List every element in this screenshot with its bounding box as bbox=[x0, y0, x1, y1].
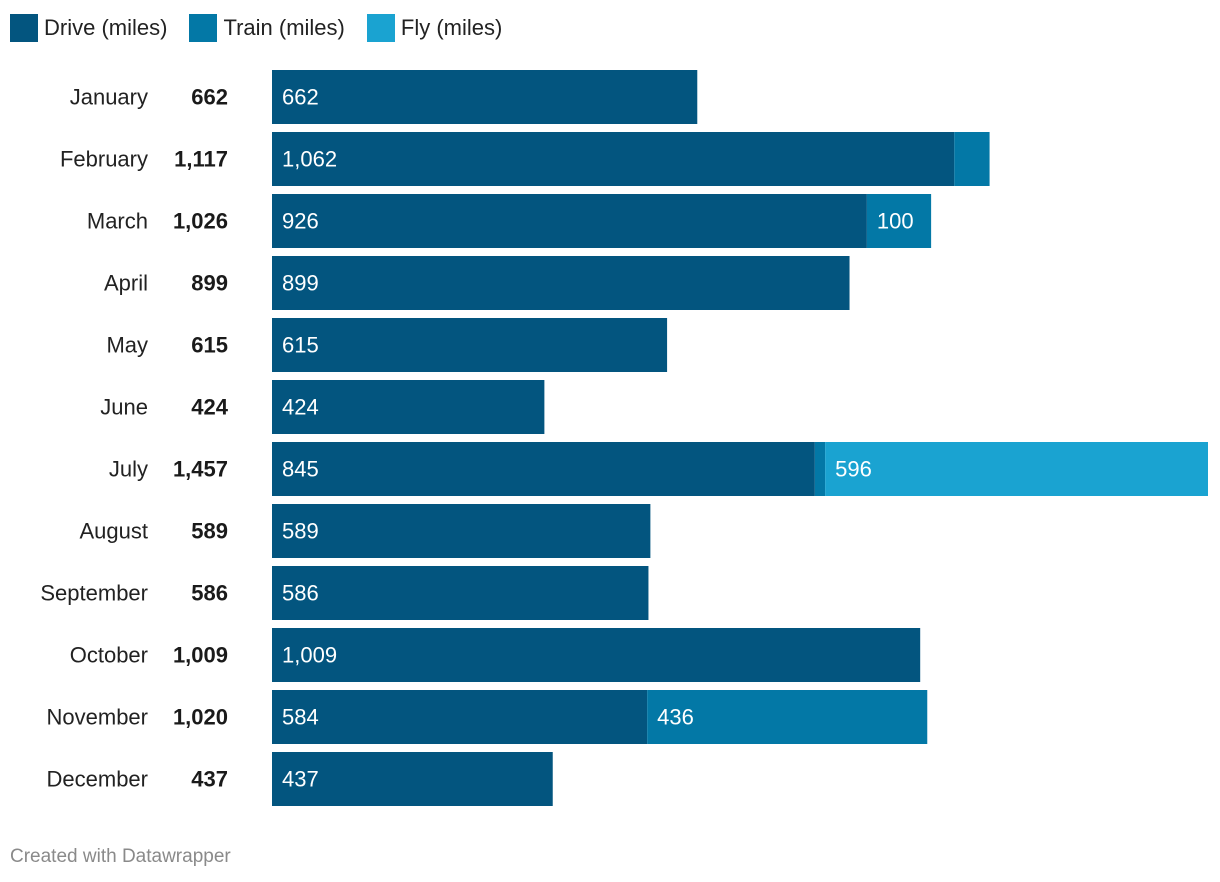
total-label-september: 586 bbox=[191, 581, 228, 606]
bar-value-label-drive-april: 899 bbox=[282, 271, 319, 296]
bar-drive-december bbox=[272, 752, 553, 806]
legend-swatch-drive bbox=[10, 14, 38, 42]
total-label-june: 424 bbox=[191, 395, 228, 420]
legend-item-fly: Fly (miles) bbox=[366, 14, 503, 42]
total-label-july: 1,457 bbox=[173, 457, 228, 482]
category-label-november: November bbox=[47, 705, 148, 730]
bar-value-label-drive-may: 615 bbox=[282, 333, 319, 358]
legend-item-drive: Drive (miles) bbox=[10, 14, 167, 42]
bar-value-label-drive-december: 437 bbox=[282, 767, 319, 792]
bar-drive-june bbox=[272, 380, 545, 434]
bar-value-label-drive-january: 662 bbox=[282, 85, 319, 110]
legend-label-train: Train (miles) bbox=[223, 15, 345, 40]
legend-label-drive: Drive (miles) bbox=[44, 15, 168, 40]
bar-drive-october bbox=[272, 628, 921, 682]
bar-drive-august bbox=[272, 504, 651, 558]
total-label-may: 615 bbox=[191, 333, 228, 358]
category-label-march: March bbox=[87, 209, 148, 234]
bar-drive-january bbox=[272, 70, 698, 124]
bar-value-label-train-november: 436 bbox=[657, 705, 694, 730]
category-label-july: July bbox=[109, 457, 148, 482]
footer-credit: Created with Datawrapper bbox=[10, 846, 231, 867]
category-label-december: December bbox=[47, 767, 148, 792]
bar-value-label-drive-june: 424 bbox=[282, 395, 319, 420]
stacked-bar-chart: January 662 662 February 1,117 1,062 March 1,02… bbox=[40, 70, 1208, 806]
category-label-august: August bbox=[80, 519, 149, 544]
bar-drive-july bbox=[272, 442, 815, 496]
bar-train-july bbox=[814, 442, 826, 496]
bar-value-label-drive-september: 586 bbox=[282, 581, 319, 606]
category-label-may: May bbox=[106, 333, 148, 358]
bar-drive-may bbox=[272, 318, 668, 372]
bar-drive-april bbox=[272, 256, 850, 310]
bar-drive-february bbox=[272, 132, 955, 186]
category-label-february: February bbox=[60, 147, 148, 172]
total-label-november: 1,020 bbox=[173, 705, 228, 730]
category-label-october: October bbox=[70, 643, 148, 668]
category-label-january: January bbox=[70, 85, 148, 110]
bar-value-label-drive-march: 926 bbox=[282, 209, 319, 234]
legend-label-fly: Fly (miles) bbox=[400, 15, 503, 40]
total-label-february: 1,117 bbox=[174, 147, 228, 172]
total-label-april: 899 bbox=[191, 271, 228, 296]
bar-value-label-fly-july: 596 bbox=[835, 457, 872, 482]
bar-value-label-drive-february: 1,062 bbox=[282, 147, 337, 172]
bar-fly-july bbox=[825, 442, 1208, 496]
category-label-april: April bbox=[104, 271, 148, 296]
legend-swatch-fly bbox=[366, 14, 395, 42]
legend: Drive (miles) Train (miles) Fly (miles) bbox=[10, 12, 524, 44]
bar-train-november bbox=[647, 690, 928, 744]
total-label-march: 1,026 bbox=[173, 209, 228, 234]
bar-drive-september bbox=[272, 566, 649, 620]
bar-value-label-drive-august: 589 bbox=[282, 519, 319, 544]
bar-value-label-drive-november: 584 bbox=[282, 705, 319, 730]
bar-value-label-drive-october: 1,009 bbox=[282, 643, 337, 668]
bar-train-february bbox=[954, 132, 990, 186]
category-label-june: June bbox=[100, 395, 148, 420]
bar-drive-november bbox=[272, 690, 648, 744]
legend-item-train: Train (miles) bbox=[189, 14, 345, 42]
bar-drive-march bbox=[272, 194, 867, 248]
total-label-august: 589 bbox=[191, 519, 228, 544]
bar-value-label-train-march: 100 bbox=[877, 209, 914, 234]
category-label-september: September bbox=[40, 581, 148, 606]
bar-value-label-drive-july: 845 bbox=[282, 457, 319, 482]
total-label-december: 437 bbox=[191, 767, 228, 792]
legend-swatch-train bbox=[189, 14, 218, 42]
total-label-october: 1,009 bbox=[173, 643, 228, 668]
total-label-january: 662 bbox=[191, 85, 228, 110]
bar-train-march bbox=[866, 194, 932, 248]
